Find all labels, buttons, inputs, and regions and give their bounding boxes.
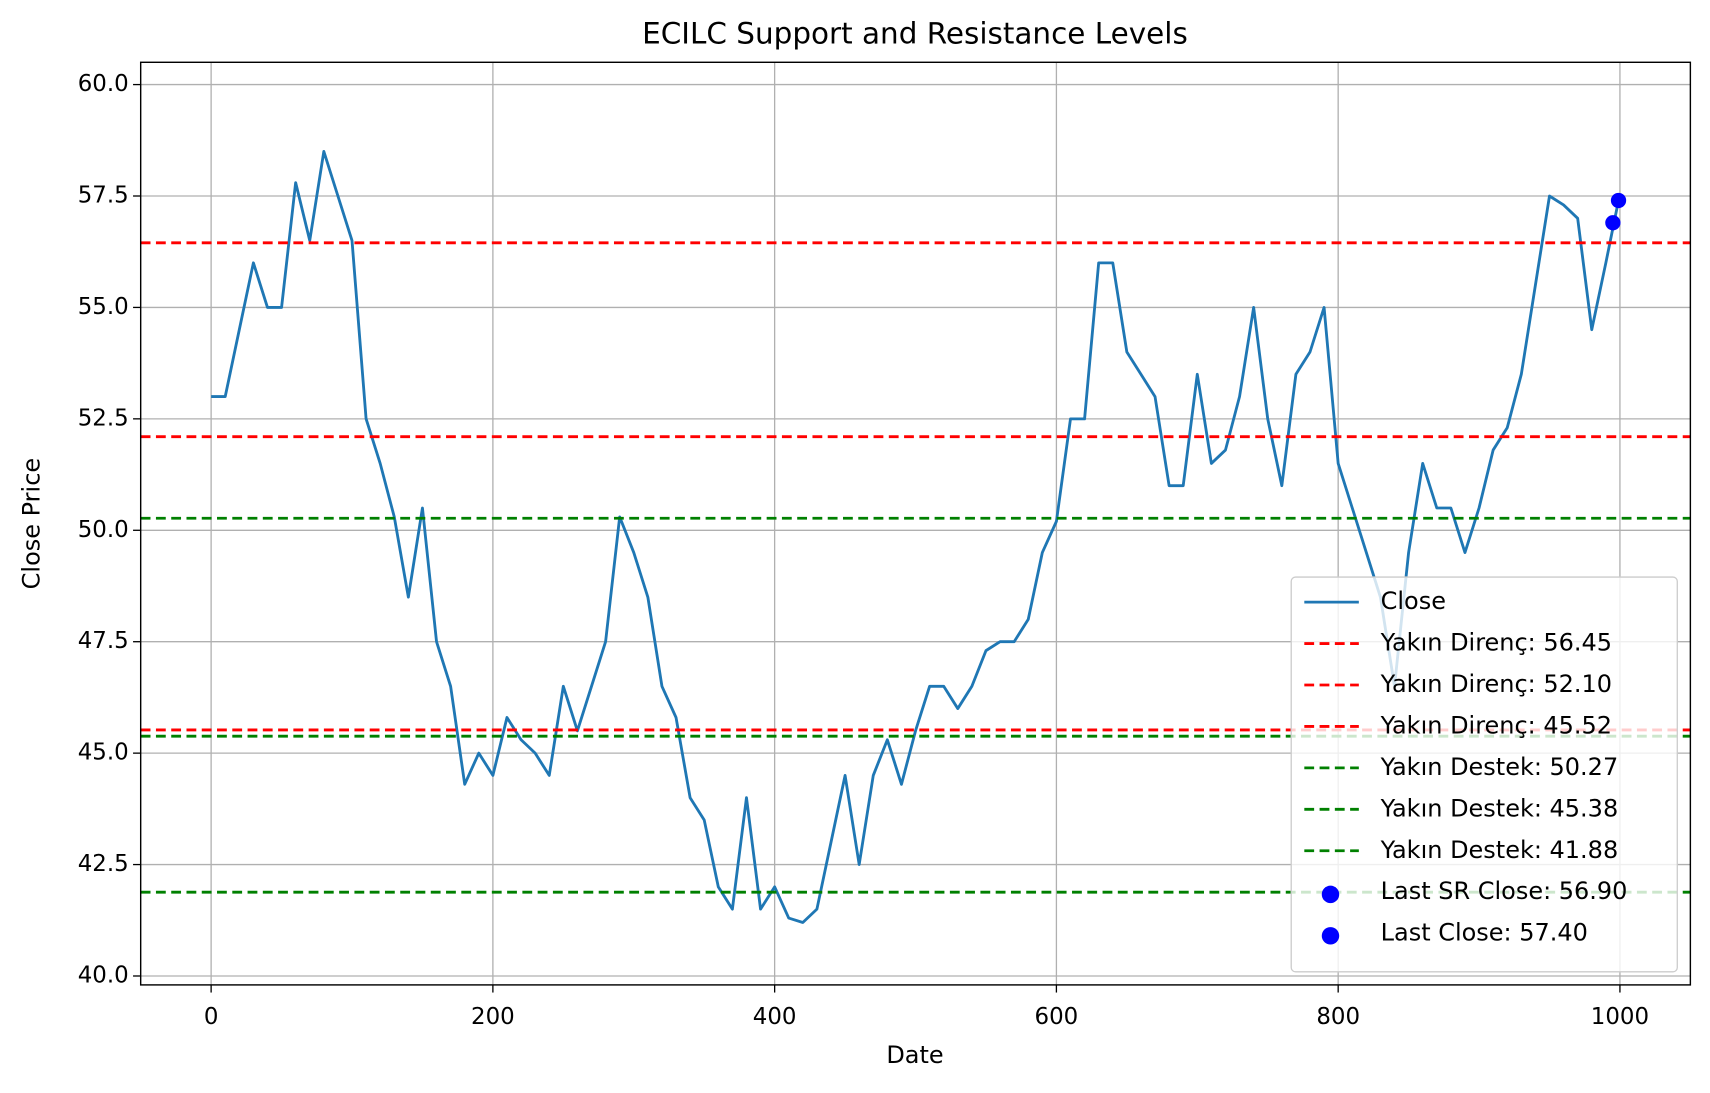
y-tick-label: 47.5 [78,628,129,654]
x-tick-label: 0 [204,1004,219,1030]
legend-swatch [1321,927,1340,945]
y-tick-label: 60.0 [78,71,129,97]
point-marker [1605,215,1621,231]
x-tick-label: 800 [1316,1004,1360,1030]
legend-label: Yakın Destek: 50.27 [1380,753,1619,781]
legend-label: Yakın Direnç: 45.52 [1380,711,1612,739]
plot-frame [139,61,1692,986]
legend-label: Close [1381,587,1446,615]
y-tick-label: 50.0 [78,517,129,543]
y-tick-label: 45.0 [78,740,129,766]
point-marker [1610,192,1627,209]
x-tick-label: 200 [471,1004,515,1030]
y-tick-label: 52.5 [78,405,129,431]
legend-label: Yakın Direnç: 52.10 [1380,670,1612,698]
y-axis-label: Close Price [18,458,46,589]
x-tick-label: 600 [1035,1004,1079,1030]
y-tick-label: 42.5 [78,851,129,877]
y-tick-label: 40.0 [78,962,129,988]
x-axis-label: Date [886,1041,943,1069]
legend-label: Last SR Close: 56.90 [1381,877,1628,905]
legend-label: Last Close: 57.40 [1381,919,1588,947]
y-tick-label: 57.5 [78,183,129,209]
legend-box [1290,576,1678,973]
y-tick-label: 55.0 [78,294,129,320]
legend-label: Yakın Direnç: 56.45 [1380,629,1612,657]
legend-label: Yakın Destek: 45.38 [1380,794,1619,822]
x-tick-label: 400 [753,1004,797,1030]
legend-swatch [1321,885,1340,904]
legend-label: Yakın Destek: 41.88 [1380,836,1619,864]
x-tick-label: 1000 [1591,1004,1649,1030]
chart-title: ECILC Support and Resistance Levels [642,17,1188,51]
legend: Close Yakın Direnç: 56.45 Yakın Direnç: 52… [1290,576,1678,973]
